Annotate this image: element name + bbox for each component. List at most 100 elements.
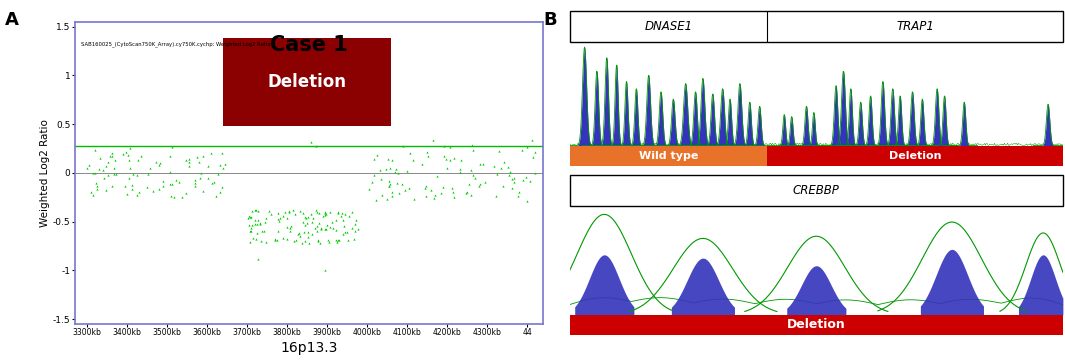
Point — [495, 183, 512, 189]
Point — [106, 158, 124, 163]
Point — [438, 156, 455, 162]
Point — [318, 222, 335, 228]
Point — [317, 210, 334, 216]
Text: Deletion: Deletion — [888, 151, 941, 161]
Point — [272, 215, 289, 221]
Point — [424, 137, 441, 143]
Point — [249, 217, 266, 223]
Point — [452, 166, 469, 172]
Point — [299, 234, 316, 240]
Point — [202, 150, 219, 156]
Point — [417, 194, 435, 199]
Point — [278, 236, 295, 242]
Point — [305, 215, 322, 221]
Point — [177, 158, 194, 163]
Point — [309, 209, 326, 215]
Point — [334, 217, 351, 223]
Point — [380, 178, 397, 184]
Point — [329, 210, 346, 216]
Point — [120, 157, 137, 163]
X-axis label: 16p13.3: 16p13.3 — [280, 341, 338, 355]
Point — [211, 162, 228, 167]
Point — [502, 169, 519, 175]
Point — [300, 240, 317, 246]
Point — [506, 175, 523, 181]
Point — [328, 237, 345, 243]
Point — [84, 192, 101, 198]
Point — [466, 175, 484, 181]
Point — [242, 239, 259, 245]
Y-axis label: Weighted Log2 Ratio: Weighted Log2 Ratio — [40, 119, 50, 227]
Point — [413, 161, 430, 167]
Point — [248, 236, 265, 242]
Point — [288, 237, 305, 243]
Point — [293, 240, 310, 246]
Point — [131, 189, 148, 195]
Point — [208, 193, 225, 198]
Point — [249, 208, 266, 214]
Point — [132, 153, 149, 159]
Point — [333, 210, 350, 216]
Point — [488, 193, 505, 199]
Point — [316, 268, 333, 273]
Point — [243, 222, 260, 228]
Point — [486, 163, 503, 169]
Point — [502, 169, 519, 175]
Point — [266, 237, 283, 243]
Point — [243, 214, 260, 220]
Point — [304, 231, 321, 237]
Point — [286, 211, 304, 217]
Point — [269, 216, 286, 222]
Point — [425, 195, 442, 201]
Point — [493, 166, 510, 171]
Point — [163, 145, 180, 150]
Point — [329, 209, 346, 214]
Point — [81, 163, 98, 169]
Point — [388, 180, 405, 186]
Point — [465, 147, 482, 153]
Point — [504, 176, 521, 182]
Point — [84, 170, 101, 175]
Point — [210, 171, 227, 177]
Point — [244, 236, 261, 241]
Point — [504, 185, 521, 191]
Point — [398, 168, 415, 174]
Point — [199, 175, 216, 181]
Point — [100, 159, 117, 165]
Point — [170, 179, 187, 185]
Point — [257, 219, 274, 225]
Point — [290, 231, 307, 237]
Point — [416, 186, 433, 191]
Point — [91, 166, 108, 172]
Point — [213, 184, 230, 190]
Point — [387, 169, 404, 175]
Point — [334, 231, 351, 237]
Point — [435, 184, 452, 190]
Point — [443, 185, 460, 191]
Point — [489, 171, 506, 177]
Point — [332, 213, 349, 219]
Point — [282, 225, 299, 231]
Point — [325, 226, 342, 232]
Point — [203, 181, 220, 186]
Point — [377, 166, 394, 171]
Point — [329, 237, 346, 242]
Point — [98, 163, 115, 169]
Bar — [767, 146, 1063, 166]
Point — [249, 256, 266, 262]
Point — [365, 172, 382, 178]
Point — [300, 214, 317, 220]
Point — [276, 209, 293, 214]
Point — [206, 179, 223, 185]
Point — [246, 221, 263, 227]
Point — [241, 228, 258, 234]
Point — [162, 193, 179, 199]
Point — [380, 183, 397, 189]
Point — [428, 173, 445, 179]
Point — [262, 211, 279, 217]
Text: Deletion: Deletion — [267, 73, 346, 91]
Point — [279, 224, 296, 230]
Point — [464, 173, 481, 178]
Point — [388, 166, 405, 172]
Point — [419, 149, 436, 155]
